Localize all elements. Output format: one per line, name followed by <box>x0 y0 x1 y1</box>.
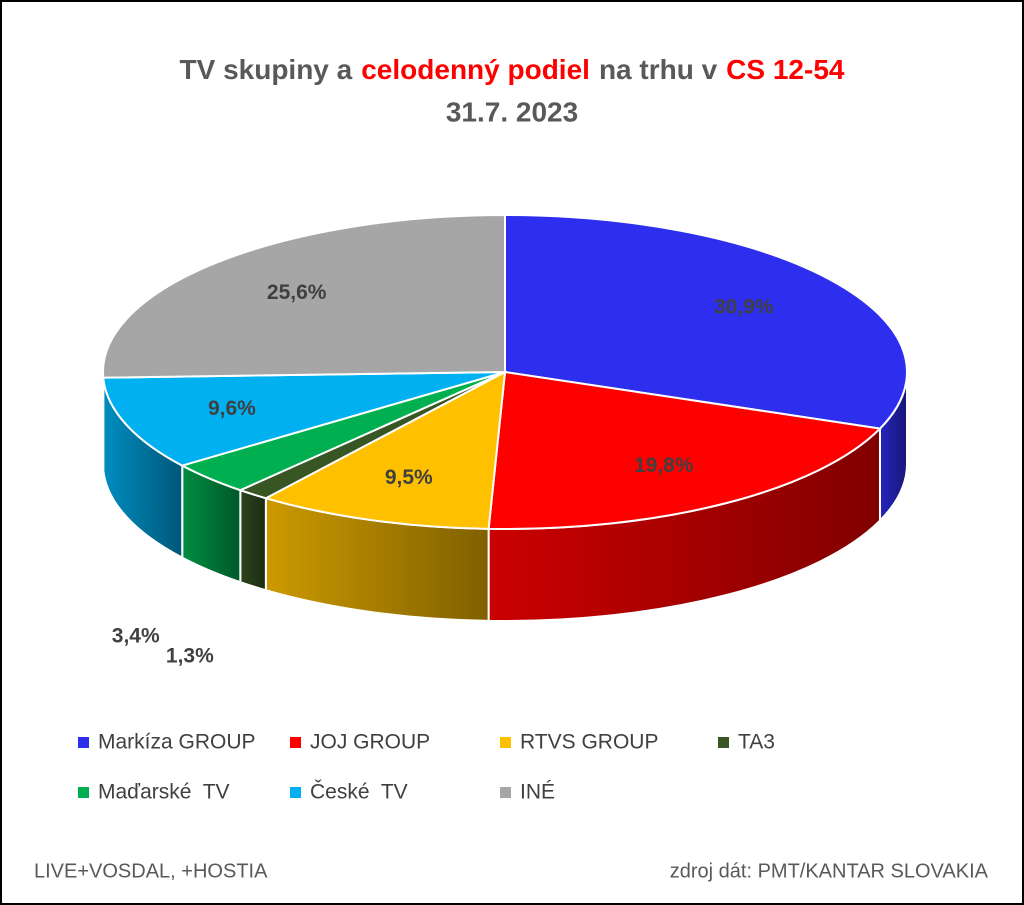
title-part: CS 12-54 <box>726 54 845 85</box>
title-part: celodenný podiel <box>361 54 590 85</box>
data-label: 9,5% <box>385 466 433 489</box>
legend-marker <box>78 737 89 748</box>
chart-title: TV skupiny a celodenný podiel na trhu v CS … <box>180 54 845 85</box>
title-part: na trhu v <box>599 54 718 85</box>
title-part: TV skupiny a <box>180 54 353 85</box>
data-label: 1,3% <box>166 644 214 667</box>
legend-label: Markíza GROUP <box>98 731 256 754</box>
chart-subtitle: 31.7. 2023 <box>446 96 578 127</box>
legend-marker <box>290 737 301 748</box>
legend-marker <box>718 737 729 748</box>
data-label: 3,4% <box>112 625 160 648</box>
data-label: 25,6% <box>267 281 327 304</box>
note: zdroj dát: PMT/KANTAR SLOVAKIA <box>670 860 989 882</box>
legend-label: České TV <box>310 781 408 804</box>
data-label: 30,9% <box>714 296 774 319</box>
legend-marker <box>500 737 511 748</box>
legend-label: RTVS GROUP <box>520 731 658 754</box>
legend-label: TA3 <box>738 731 775 754</box>
pie-slice <box>102 213 506 379</box>
legend-marker <box>500 787 511 798</box>
pie-slice <box>102 371 506 467</box>
legend-marker <box>290 787 301 798</box>
legend-label: Maďarské TV <box>98 781 230 804</box>
data-label: 19,8% <box>634 454 694 477</box>
legend-label: INÉ <box>520 781 555 804</box>
pie-slice <box>487 370 883 530</box>
pie-slice <box>263 370 507 530</box>
pie-side <box>239 488 267 592</box>
legend-label: JOJ GROUP <box>310 731 430 754</box>
legend-marker <box>78 787 89 798</box>
note: LIVE+VOSDAL, +HOSTIA <box>34 860 268 882</box>
data-label: 9,6% <box>208 397 256 420</box>
pie-slice <box>504 213 908 430</box>
pie <box>102 213 908 622</box>
